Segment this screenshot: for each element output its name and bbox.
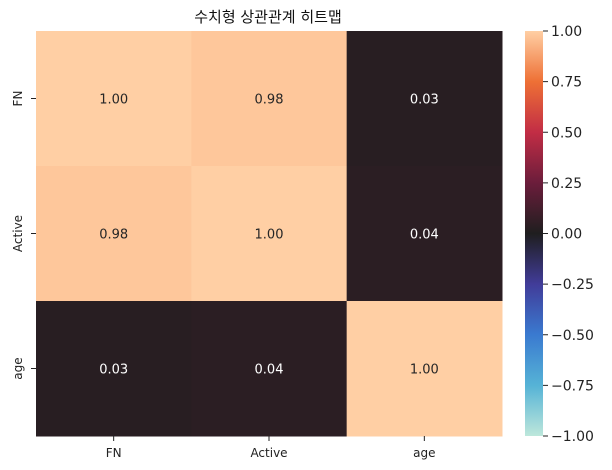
chart-title: 수치형 상관관계 히트맵 xyxy=(194,8,342,26)
colorbar-tick-label: 0.25 xyxy=(551,176,582,192)
cell-annotation: 0.03 xyxy=(410,93,439,108)
x-tick-label: FN xyxy=(106,446,122,460)
heatmap-cell xyxy=(36,31,192,167)
cell-annotation: 1.00 xyxy=(99,93,128,108)
colorbar-tick-label: 0.50 xyxy=(551,125,582,141)
y-tick-label: age xyxy=(11,357,25,379)
colorbar-tick-label: 0.75 xyxy=(551,75,582,91)
y-tick-label: Active xyxy=(11,215,25,252)
colorbar-tick-label: −0.75 xyxy=(551,378,594,394)
colorbar: 1.00 0.75 0.50 0.25 0.00 −0.25 −0.50 −0.75 −1.00 xyxy=(525,24,594,445)
colorbar-tick-label: −0.25 xyxy=(551,277,594,293)
heatmap-cell xyxy=(346,301,503,437)
heatmap-cell xyxy=(346,166,503,302)
heatmap-cell xyxy=(36,301,192,437)
cell-annotation: 1.00 xyxy=(255,228,284,243)
cell-annotation: 1.00 xyxy=(410,363,439,378)
cell-annotation: 0.04 xyxy=(255,363,284,378)
colorbar-gradient xyxy=(525,31,543,436)
cell-annotation: 0.98 xyxy=(99,228,128,243)
heatmap-cell xyxy=(191,31,348,167)
colorbar-tick-label: 1.00 xyxy=(551,24,582,40)
y-tick-label: FN xyxy=(11,91,25,107)
colorbar-tick-label: 0.00 xyxy=(551,227,582,243)
colorbar-tick-label: −1.00 xyxy=(551,429,594,445)
x-tick-label: Active xyxy=(250,446,287,460)
heatmap-cell xyxy=(191,166,348,302)
heatmap-cells: 1.00 0.98 0.03 0.98 1.00 0.04 0.03 0.04 1.00 xyxy=(36,31,503,437)
x-axis-ticks: FN Active age xyxy=(106,436,436,460)
y-axis-ticks: FN Active age xyxy=(11,91,36,380)
x-tick-label: age xyxy=(413,446,435,460)
cell-annotation: 0.04 xyxy=(410,228,439,243)
heatmap-cell xyxy=(346,31,503,167)
heatmap-cell xyxy=(191,301,348,437)
colorbar-tick-label: −0.50 xyxy=(551,328,594,344)
heatmap-cell xyxy=(36,166,192,302)
cell-annotation: 0.98 xyxy=(255,93,284,108)
cell-annotation: 0.03 xyxy=(99,363,128,378)
